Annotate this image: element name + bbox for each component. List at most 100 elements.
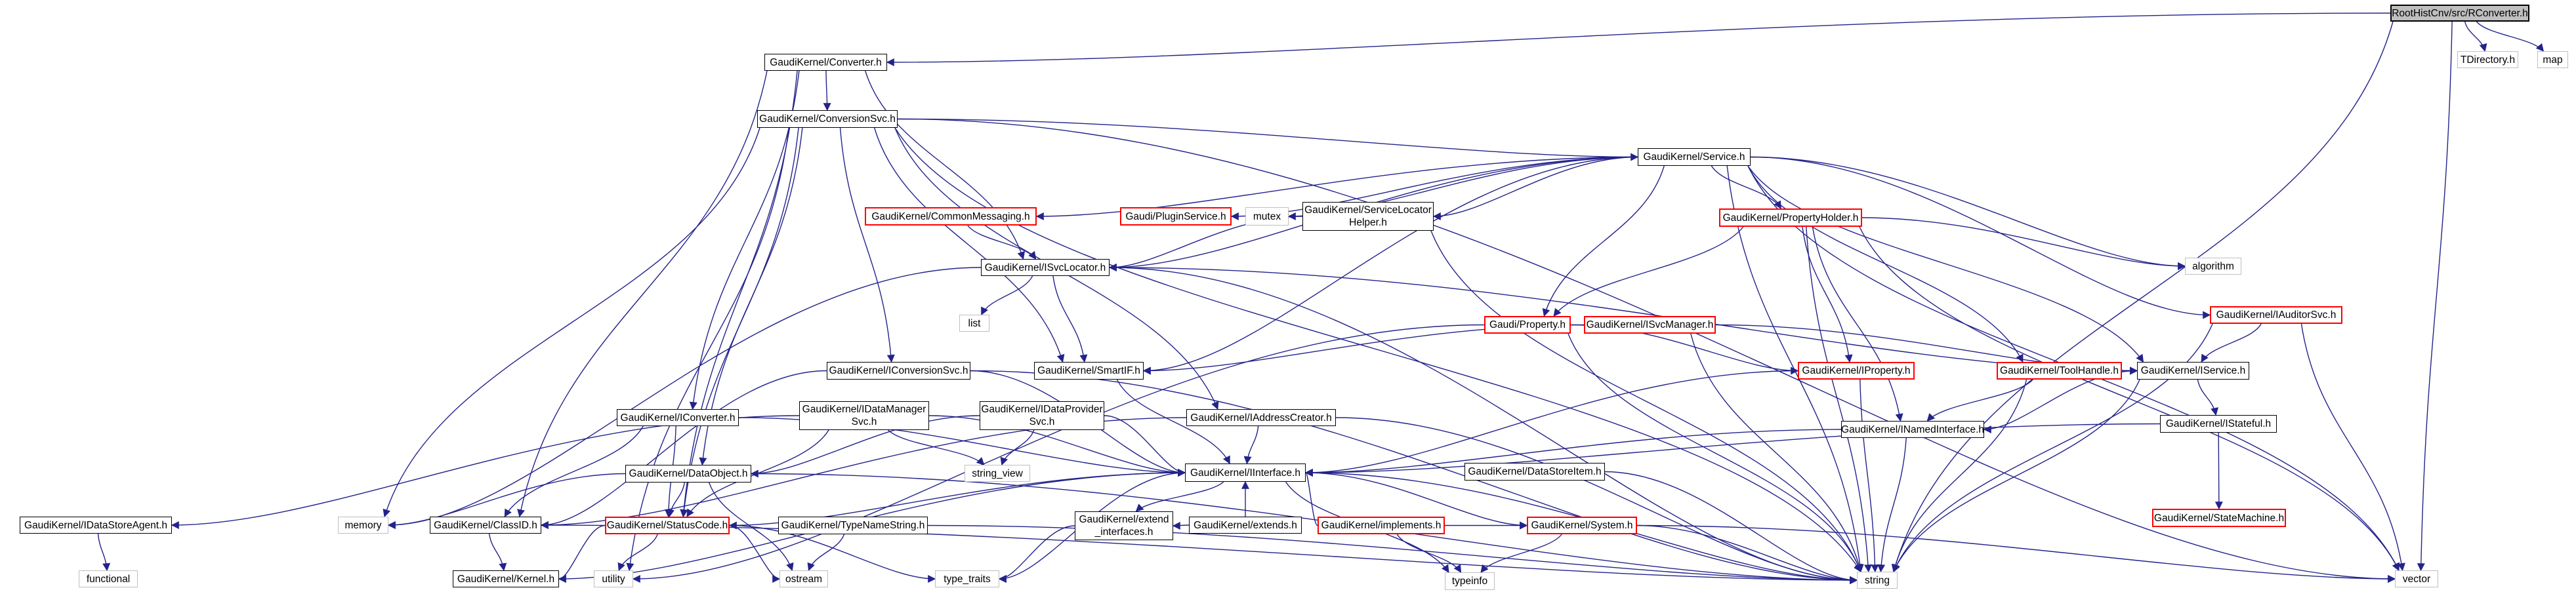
graph-node-label: memory [344, 519, 382, 531]
graph-node-label: functional [86, 573, 131, 585]
graph-node-CommonMessaging[interactable]: GaudiKernel/CommonMessaging.h [865, 207, 1037, 226]
graph-node-label: GaudiKernel/IDataStoreAgent.h [24, 519, 167, 531]
graph-node-ISvcManager[interactable]: GaudiKernel/ISvcManager.h [1584, 316, 1716, 334]
graph-edge [1142, 156, 1638, 375]
graph-edge [967, 225, 1037, 260]
graph-node-PluginService[interactable]: Gaudi/PluginService.h [1120, 207, 1232, 226]
graph-node-IService[interactable]: GaudiKernel/IService.h [2137, 362, 2249, 380]
graph-edge [680, 127, 799, 518]
graph-edge [1711, 165, 1781, 210]
graph-node-IConverter[interactable]: GaudiKernel/IConverter.h [617, 409, 739, 426]
graph-node-Kernel[interactable]: GaudiKernel/Kernel.h [453, 570, 559, 587]
graph-node-PropertyHolder[interactable]: GaudiKernel/PropertyHolder.h [1719, 208, 1862, 227]
graph-node-label: GaudiKernel/StatusCode.h [606, 520, 728, 531]
graph-node-IStateful[interactable]: GaudiKernel/IStateful.h [2160, 415, 2277, 433]
graph-node-IConversionSvc[interactable]: GaudiKernel/IConversionSvc.h [827, 362, 970, 380]
graph-edge [1230, 156, 1638, 220]
graph-node-ServiceLocatorHelper[interactable]: GaudiKernel/ServiceLocator Helper.h [1302, 202, 1434, 231]
graph-node-map[interactable]: map [2537, 51, 2568, 68]
graph-node-label: GaudiKernel/IStateful.h [2165, 418, 2272, 429]
graph-node-IDataProviderSvc[interactable]: GaudiKernel/IDataProvider Svc.h [980, 401, 1104, 430]
graph-node-typeinfo[interactable]: typeinfo [1445, 572, 1495, 590]
graph-node-StateMachine[interactable]: GaudiKernel/StateMachine.h [2152, 509, 2286, 527]
graph-edge [1304, 423, 2161, 477]
graph-edge [1304, 469, 1318, 526]
graph-node-IAuditorSvc[interactable]: GaudiKernel/IAuditorSvc.h [2210, 306, 2342, 324]
graph-node-memory[interactable]: memory [338, 517, 388, 534]
graph-edge [897, 118, 1639, 161]
graph-node-GaudiProperty[interactable]: Gaudi/Property.h [1484, 316, 1571, 334]
graph-node-utility[interactable]: utility [594, 570, 633, 587]
graph-edge [540, 370, 827, 529]
graph-node-System[interactable]: GaudiKernel/System.h [1527, 517, 1637, 534]
graph-node-IAddressCreator[interactable]: GaudiKernel/IAddressCreator.h [1186, 409, 1336, 426]
graph-node-ToolHandle[interactable]: GaudiKernel/ToolHandle.h [1997, 362, 2122, 380]
graph-node-implements[interactable]: GaudiKernel/implements.h [1318, 517, 1445, 534]
graph-node-label: GaudiKernel/IDataManager [802, 404, 926, 415]
graph-edge [1636, 524, 1858, 584]
graph-node-label: TDirectory.h [2460, 54, 2516, 66]
graph-node-algorithm[interactable]: algorithm [2185, 258, 2241, 275]
graph-edge [387, 473, 626, 529]
graph-edge [1243, 425, 1259, 465]
graph-node-type_traits[interactable]: type_traits [935, 570, 999, 587]
graph-edge [1750, 156, 2186, 270]
graph-node-IProperty[interactable]: GaudiKernel/IProperty.h [1798, 362, 1915, 380]
graph-edge [1859, 379, 1879, 573]
graph-node-root[interactable]: RootHistCnv/src/RConverter.h [2390, 5, 2529, 22]
graph-node-ClassID[interactable]: GaudiKernel/ClassID.h [430, 517, 541, 534]
graph-node-extend_interfaces[interactable]: GaudiKernel/extend _interfaces.h [1075, 511, 1173, 540]
graph-edge [807, 534, 845, 572]
graph-node-vector[interactable]: vector [2395, 570, 2438, 587]
graph-node-TDirectory[interactable]: TDirectory.h [2457, 51, 2518, 68]
graph-node-SmartIF[interactable]: GaudiKernel/SmartIF.h [1034, 362, 1144, 380]
graph-edge [2214, 432, 2223, 510]
graph-edge [865, 70, 1026, 260]
graph-node-Converter[interactable]: GaudiKernel/Converter.h [764, 54, 887, 71]
graph-node-label: GaudiKernel/IAuditorSvc.h [2216, 309, 2337, 321]
graph-node-string[interactable]: string [1857, 572, 1898, 589]
graph-node-TypeNameString[interactable]: GaudiKernel/TypeNameString.h [778, 517, 928, 534]
graph-edge [1035, 156, 1638, 220]
graph-edge [1892, 323, 2213, 573]
graph-node-label: Gaudi/Property.h [1489, 319, 1566, 330]
graph-edge [839, 127, 895, 363]
graph-edge [2197, 379, 2219, 416]
graph-edge [1304, 429, 1842, 477]
graph-node-list[interactable]: list [959, 315, 989, 332]
graph-node-mutex[interactable]: mutex [1245, 207, 1289, 226]
graph-node-INamedInterface[interactable]: GaudiKernel/INamedInterface.h [1841, 421, 1984, 438]
graph-edge [1553, 226, 1744, 317]
graph-node-Service[interactable]: GaudiKernel/Service.h [1638, 148, 1751, 166]
graph-edge [970, 370, 1858, 584]
graph-node-IInterface[interactable]: GaudiKernel/IInterface.h [1185, 464, 1306, 482]
graph-edge [1604, 471, 1858, 584]
graph-node-ConversionSvc[interactable]: GaudiKernel/ConversionSvc.h [757, 110, 898, 128]
graph-node-label: GaudiKernel/IAddressCreator.h [1190, 412, 1332, 424]
graph-node-DataStoreItem[interactable]: GaudiKernel/DataStoreItem.h [1465, 463, 1605, 481]
graph-edge [2476, 21, 2545, 52]
graph-node-label: GaudiKernel/ToolHandle.h [2000, 365, 2119, 376]
graph-edge [981, 275, 1033, 316]
graph-edge [617, 534, 658, 572]
graph-node-label: algorithm [2192, 260, 2234, 272]
graph-node-label: GaudiKernel/CommonMessaging.h [871, 210, 1030, 222]
graph-node-functional[interactable]: functional [79, 570, 138, 587]
graph-node-ISvcLocator[interactable]: GaudiKernel/ISvcLocator.h [981, 259, 1110, 276]
graph-node-label: GaudiKernel/extend [1079, 514, 1169, 525]
graph-node-label: GaudiKernel/DataStoreItem.h [1468, 466, 1602, 477]
graph-node-DataObject[interactable]: GaudiKernel/DataObject.h [625, 465, 751, 483]
graph-node-ostream[interactable]: ostream [779, 570, 828, 587]
graph-edge [1859, 226, 2399, 572]
graph-node-StatusCode[interactable]: GaudiKernel/StatusCode.h [605, 517, 730, 534]
graph-node-IDataStoreAgent[interactable]: GaudiKernel/IDataStoreAgent.h [20, 517, 172, 534]
graph-node-label: Svc.h [851, 416, 877, 427]
graph-node-label: Svc.h [1029, 416, 1055, 427]
graph-edge [2201, 323, 2262, 363]
graph-edge [1891, 379, 2027, 573]
graph-node-IDataManagerSvc[interactable]: GaudiKernel/IDataManager Svc.h [799, 401, 929, 430]
graph-node-string_view[interactable]: string_view [965, 465, 1030, 482]
graph-node-label: GaudiKernel/extends.h [1194, 519, 1297, 531]
graph-node-extends[interactable]: GaudiKernel/extends.h [1189, 517, 1302, 534]
